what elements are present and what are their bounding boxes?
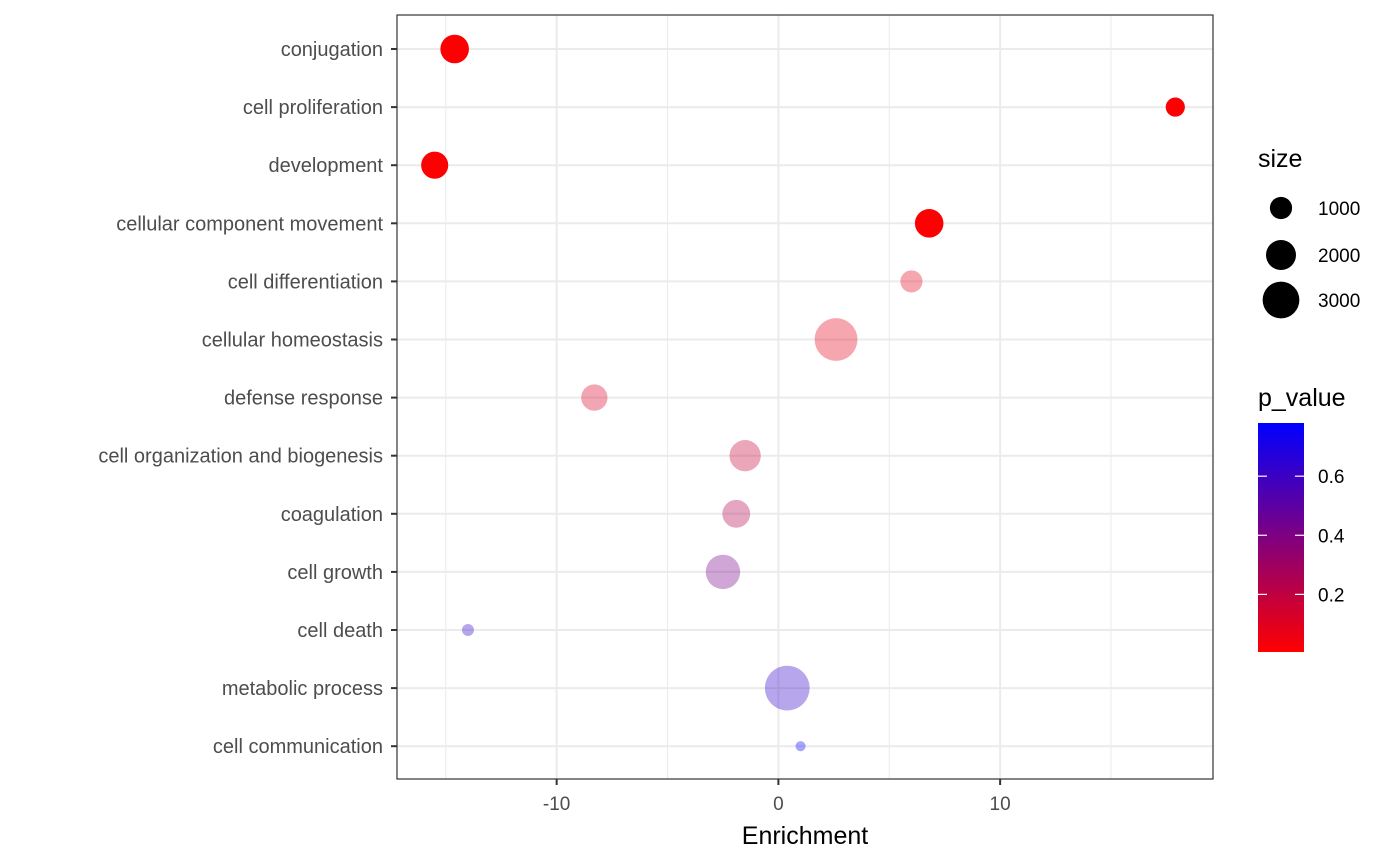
x-tick-label: 0 xyxy=(773,794,784,815)
data-point xyxy=(722,499,751,528)
y-tick-label: cell death xyxy=(297,620,383,642)
size-legend-key xyxy=(1265,239,1297,271)
data-point xyxy=(814,318,858,361)
data-point xyxy=(729,440,761,472)
data-point xyxy=(705,554,741,590)
data-point xyxy=(581,384,608,411)
data-point xyxy=(764,665,810,711)
colorbar-tick-label: 0.4 xyxy=(1318,526,1345,547)
x-tick-label: -10 xyxy=(543,794,570,815)
size-legend-label: 1000 xyxy=(1318,199,1360,220)
y-tick-label: cell communication xyxy=(213,736,383,758)
data-point xyxy=(900,270,923,293)
y-axis: conjugation cell proliferation development… xyxy=(98,39,397,758)
y-tick-label: development xyxy=(268,155,383,177)
colorbar-tick-label: 0.2 xyxy=(1318,585,1344,606)
y-tick-label: cell organization and biogenesis xyxy=(98,446,383,468)
p-value-colorbar xyxy=(1258,423,1304,652)
size-legend-key xyxy=(1262,281,1300,319)
data-point xyxy=(421,151,449,179)
x-axis: -10 0 10 xyxy=(543,779,1011,815)
size-legend-label: 3000 xyxy=(1318,291,1360,312)
data-point xyxy=(440,34,469,64)
y-tick-label: cellular component movement xyxy=(116,213,383,235)
y-tick-label: metabolic process xyxy=(222,678,383,700)
x-tick-label: 10 xyxy=(990,794,1011,815)
size-legend-title: size xyxy=(1258,145,1302,173)
data-points xyxy=(421,34,1185,752)
p-value-legend: p_value 0.2 0.4 0.6 xyxy=(1258,384,1346,652)
y-tick-label: defense response xyxy=(224,388,383,410)
x-axis-title: Enrichment xyxy=(742,822,868,850)
y-tick-label: cellular homeostasis xyxy=(202,330,383,352)
y-tick-label: cell proliferation xyxy=(243,97,383,119)
y-tick-label: cell differentiation xyxy=(228,271,383,293)
data-point xyxy=(914,209,944,238)
data-point xyxy=(1165,97,1185,117)
p-value-legend-title: p_value xyxy=(1258,384,1346,412)
y-tick-label: conjugation xyxy=(281,39,383,61)
y-tick-label: coagulation xyxy=(281,504,383,526)
colorbar-tick-label: 0.6 xyxy=(1318,467,1344,488)
data-point xyxy=(461,624,474,636)
size-legend-label: 2000 xyxy=(1318,246,1360,267)
data-point xyxy=(795,741,806,752)
size-legend: size 1000 2000 3000 xyxy=(1258,145,1360,319)
y-tick-label: cell growth xyxy=(287,562,383,584)
grid-lines xyxy=(397,15,1213,779)
size-legend-key xyxy=(1269,196,1293,220)
